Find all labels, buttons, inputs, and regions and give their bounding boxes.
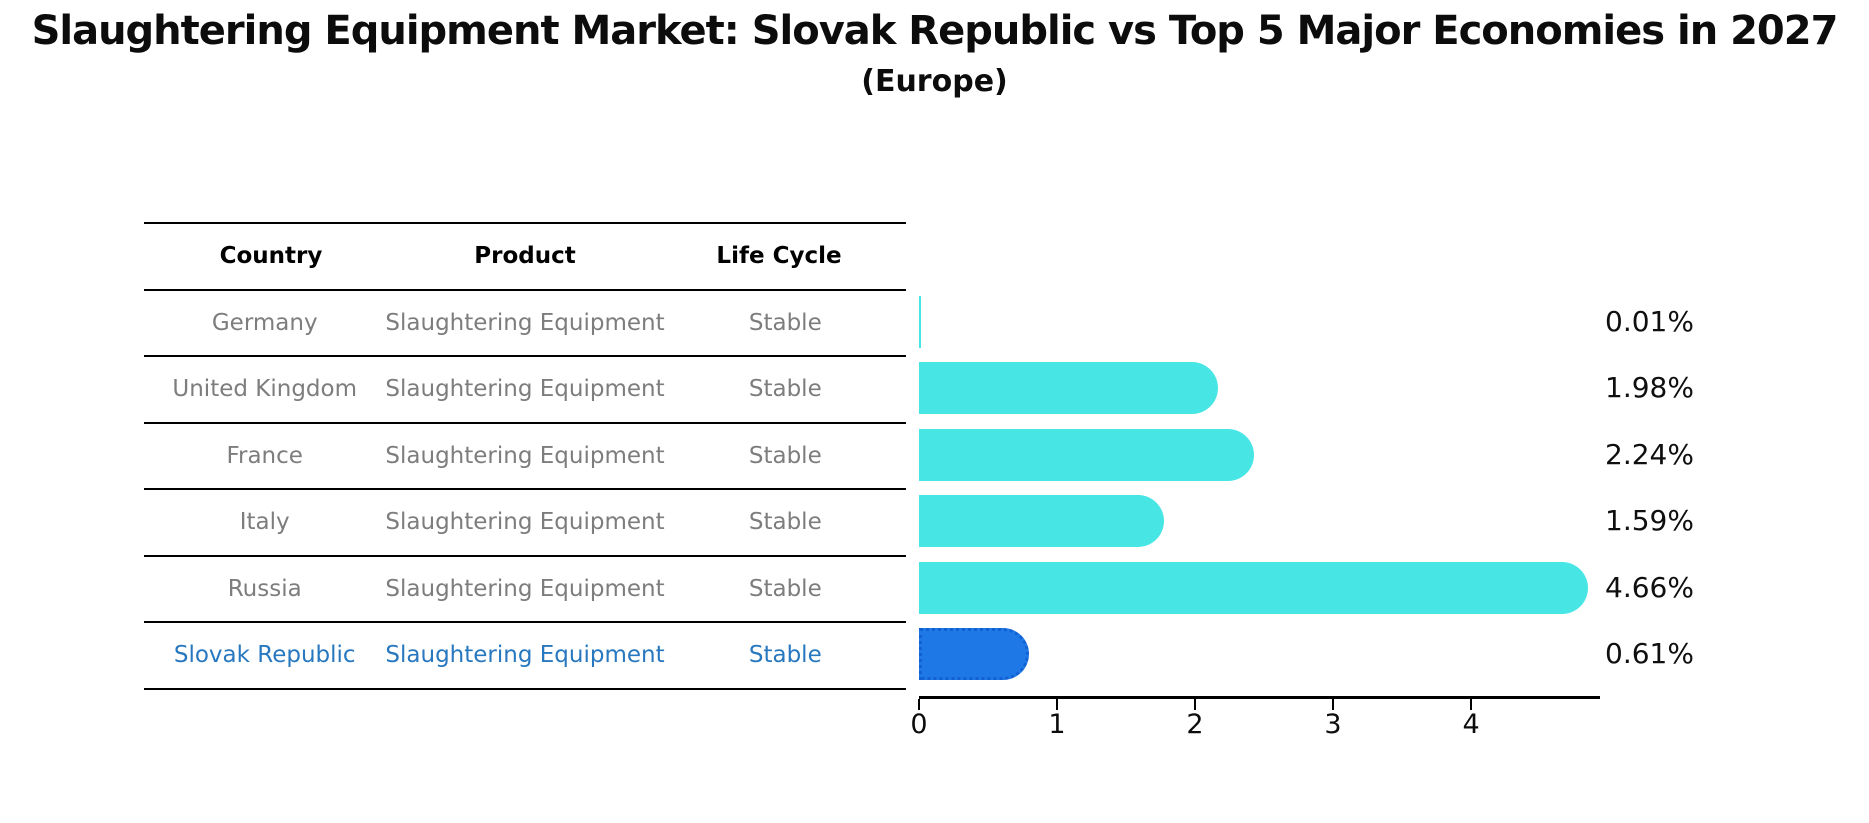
table-cell-country: Russia <box>227 575 302 602</box>
table-cell-country: Slovak Republic <box>173 642 356 669</box>
table-header-product: Product <box>474 243 576 270</box>
table-cell-life-cycle: Stable <box>748 442 822 469</box>
table-header-row: Country Product Life Cycle <box>144 222 906 289</box>
x-axis-tick-label: 4 <box>1462 709 1480 740</box>
x-axis-tick-label: 3 <box>1324 709 1342 740</box>
table-cell-life-cycle: Stable <box>748 642 822 669</box>
table-header-country: Country <box>219 243 323 270</box>
table-cell-product: Slaughtering Equipment <box>385 642 665 669</box>
bar-plot-area <box>919 289 1602 688</box>
bar <box>919 428 1255 481</box>
x-axis-tick-mark <box>1332 699 1335 710</box>
bar-value-label: 2.24% <box>1605 437 1694 471</box>
chart-title: Slaughtering Equipment Market: Slovak Re… <box>31 8 1839 54</box>
bar-value-label: 1.98% <box>1605 371 1694 404</box>
table-cell-product: Slaughtering Equipment <box>385 442 665 469</box>
table-row: Russia Slaughtering Equipment Stable <box>144 554 906 622</box>
bar <box>919 495 1165 548</box>
table-cell-life-cycle: Stable <box>748 309 822 336</box>
bar <box>919 561 1589 614</box>
x-axis-line <box>919 696 1600 699</box>
bar <box>919 295 921 348</box>
table-cell-product: Slaughtering Equipment <box>385 575 665 602</box>
table-cell-life-cycle: Stable <box>748 376 822 403</box>
table-cell-product: Slaughtering Equipment <box>385 376 665 403</box>
x-axis-tick-label: 0 <box>910 709 928 740</box>
table-row: Italy Slaughtering Equipment Stable <box>144 488 906 555</box>
table-row: France Slaughtering Equipment Stable <box>144 421 906 489</box>
table-row: United Kingdom Slaughtering Equipment St… <box>144 355 906 422</box>
x-axis-tick-mark <box>918 699 920 710</box>
bar-value-label: 0.61% <box>1605 637 1694 670</box>
table-header-life-cycle: Life Cycle <box>716 243 842 270</box>
table-cell-country: France <box>226 442 303 469</box>
country-table: Country Product Life Cycle Germany Slaug… <box>144 222 906 690</box>
chart-subtitle: (Europe) <box>861 64 1008 99</box>
table-cell-country: Italy <box>239 509 290 536</box>
table-row: Germany Slaughtering Equipment Stable <box>144 288 906 356</box>
table-cell-life-cycle: Stable <box>748 509 822 536</box>
x-axis-tick-mark <box>1194 699 1197 710</box>
x-axis-tick-label: 1 <box>1048 709 1066 740</box>
bar <box>919 362 1219 415</box>
bar-value-label: 4.66% <box>1605 570 1694 604</box>
table-cell-product: Slaughtering Equipment <box>385 309 665 336</box>
table-row: Slovak Republic Slaughtering Equipment S… <box>144 621 906 688</box>
table-cell-life-cycle: Stable <box>748 575 822 602</box>
x-axis-tick-mark <box>1470 699 1473 710</box>
bar-highlight-slovak-republic <box>919 628 1030 681</box>
table-cell-country: Germany <box>211 309 318 336</box>
x-axis-tick-mark <box>1056 699 1058 710</box>
bar-value-label: 1.59% <box>1605 504 1694 537</box>
table-cell-product: Slaughtering Equipment <box>385 509 665 536</box>
x-axis: 0 1 2 3 4 <box>910 696 1600 756</box>
table-body: Germany Slaughtering Equipment Stable Un… <box>144 288 906 688</box>
bar-value-label: 0.01% <box>1605 304 1694 338</box>
x-axis-tick-label: 2 <box>1186 709 1204 740</box>
table-cell-country: United Kingdom <box>172 376 357 403</box>
